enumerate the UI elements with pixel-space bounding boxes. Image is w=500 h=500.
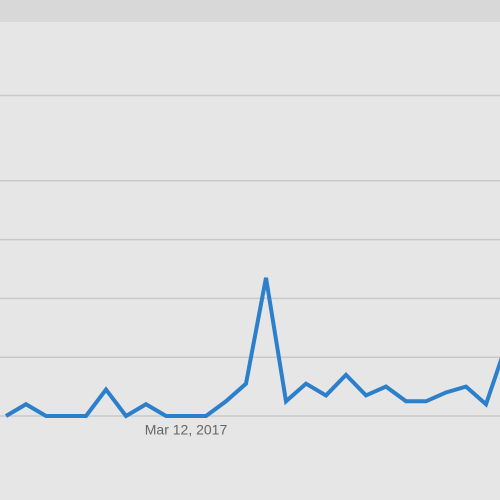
header-band bbox=[0, 0, 500, 22]
line-series bbox=[4, 277, 500, 419]
x-tick-label: Mar 12, 2017 bbox=[145, 422, 228, 438]
